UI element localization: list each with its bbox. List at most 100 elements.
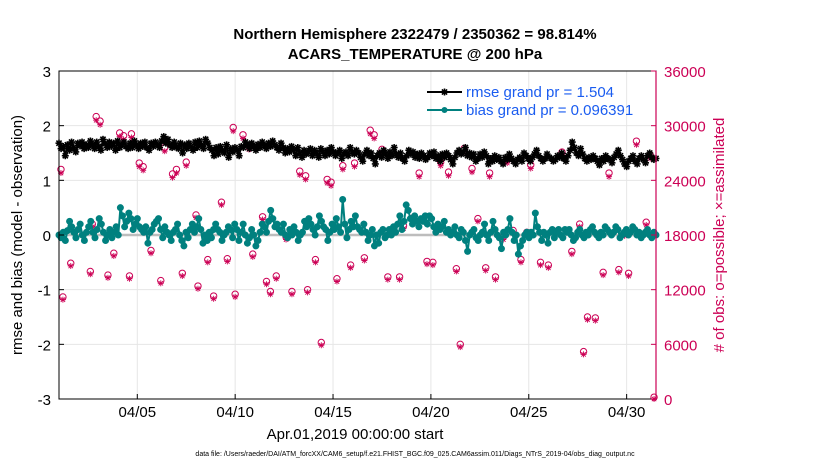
bias-marker	[254, 236, 262, 244]
obs-assimilated-marker	[230, 128, 237, 135]
rmse-marker	[200, 145, 208, 153]
rmse-marker	[290, 146, 298, 154]
obs-assimilated-marker	[517, 259, 524, 266]
obs-assimilated-marker	[606, 173, 613, 180]
legend-rmse-marker	[441, 88, 448, 96]
rmse-marker	[461, 144, 469, 152]
bias-marker	[324, 236, 332, 244]
obs-assimilated-marker	[183, 162, 190, 169]
obs-assimilated-marker	[486, 173, 493, 180]
y-tick-label-left: 0	[43, 228, 51, 245]
bias-marker	[379, 226, 387, 234]
obs-assimilated-marker	[249, 253, 256, 260]
rmse-marker	[359, 157, 367, 165]
rmse-marker	[164, 135, 172, 143]
bias-marker	[529, 231, 537, 239]
bias-marker	[167, 236, 175, 244]
rmse-marker	[308, 152, 316, 160]
bias-marker	[144, 239, 152, 247]
rmse-marker	[141, 138, 149, 146]
obs-assimilated-marker	[173, 170, 180, 177]
bias-marker	[180, 242, 188, 250]
obs-assimilated-marker	[537, 262, 544, 269]
bias-marker	[133, 215, 141, 223]
obs-assimilated-marker	[333, 278, 340, 285]
rmse-marker	[371, 160, 379, 168]
obs-assimilated-marker	[328, 182, 335, 189]
bias-marker	[485, 236, 493, 244]
rmse-marker	[470, 150, 478, 158]
rmse-marker	[568, 138, 576, 146]
bias-marker	[470, 226, 478, 234]
y-tick-label-left: 2	[43, 119, 51, 136]
obs-assimilated-marker	[140, 167, 147, 174]
obs-assimilated-marker	[324, 180, 331, 187]
obs-assimilated-marker	[367, 130, 374, 137]
rmse-marker	[614, 146, 622, 154]
chart-subtitle: ACARS_TEMPERATURE @ 200 hPa	[287, 46, 543, 63]
obs-assimilated-marker	[423, 261, 430, 268]
obs-assimilated-marker	[633, 141, 640, 148]
x-axis-label: Apr.01,2019 00:00:00 start	[266, 426, 444, 443]
obs-assimilated-marker	[179, 273, 186, 279]
rmse-marker	[629, 152, 637, 160]
x-tick-label: 04/10	[216, 404, 254, 421]
obs-assimilated-marker	[304, 289, 311, 296]
obs-assimilated-marker	[371, 135, 378, 142]
obs-assimilated-marker	[87, 271, 94, 278]
obs-assimilated-marker	[625, 273, 632, 279]
y-tick-label-right: 24000	[664, 173, 706, 190]
obs-assimilated-marker	[302, 176, 309, 183]
rmse-marker	[566, 146, 574, 154]
bias-marker	[174, 220, 182, 228]
bias-marker	[464, 247, 472, 255]
bias-marker	[440, 217, 448, 225]
obs-assimilated-marker	[147, 250, 154, 257]
bias-marker	[235, 236, 243, 244]
bias-marker	[207, 234, 215, 242]
bias-marker	[461, 236, 469, 244]
rmse-marker	[558, 149, 566, 157]
bias-marker	[91, 234, 99, 242]
rmse-marker	[97, 146, 105, 154]
obs-assimilated-marker	[615, 269, 622, 276]
obs-assimilated-marker	[351, 163, 358, 170]
obs-assimilated-marker	[157, 280, 164, 287]
rmse-marker	[489, 157, 497, 165]
bias-marker	[506, 215, 514, 223]
bias-marker	[451, 223, 459, 231]
series-group	[55, 133, 660, 258]
rmse-marker	[304, 148, 312, 156]
obs-assimilated-marker	[126, 275, 133, 282]
bias-marker	[93, 226, 101, 234]
bias-marker	[495, 234, 503, 242]
obs-assimilated-marker	[93, 117, 100, 124]
x-tick-label: 04/25	[510, 404, 548, 421]
obs-assimilated-marker	[445, 172, 452, 179]
y-tick-label-left: -3	[38, 392, 51, 409]
bias-marker	[538, 236, 546, 244]
bias-marker	[119, 212, 127, 220]
rmse-marker	[478, 153, 486, 161]
rmse-marker	[562, 157, 570, 165]
rmse-marker	[482, 152, 490, 160]
bias-marker	[339, 195, 347, 203]
bias-marker	[459, 228, 467, 236]
y-tick-label-right: 36000	[664, 64, 706, 81]
rmse-marker	[239, 144, 247, 152]
x-tick-label: 04/20	[412, 404, 450, 421]
obs-assimilated-marker	[218, 201, 225, 208]
obs-assimilated-marker	[67, 262, 74, 269]
rmse-marker	[225, 153, 233, 161]
obs-assimilated-marker	[568, 251, 575, 258]
rmse-marker	[396, 149, 404, 157]
bias-marker	[423, 220, 431, 228]
bias-marker	[63, 227, 71, 235]
obs-assimilated-marker	[545, 264, 552, 271]
bias-marker	[337, 228, 345, 236]
bias-marker	[404, 206, 412, 214]
bias-marker	[400, 217, 408, 225]
bias-marker	[112, 223, 120, 231]
bias-marker	[250, 231, 258, 239]
y-tick-label-right: 30000	[664, 119, 706, 136]
